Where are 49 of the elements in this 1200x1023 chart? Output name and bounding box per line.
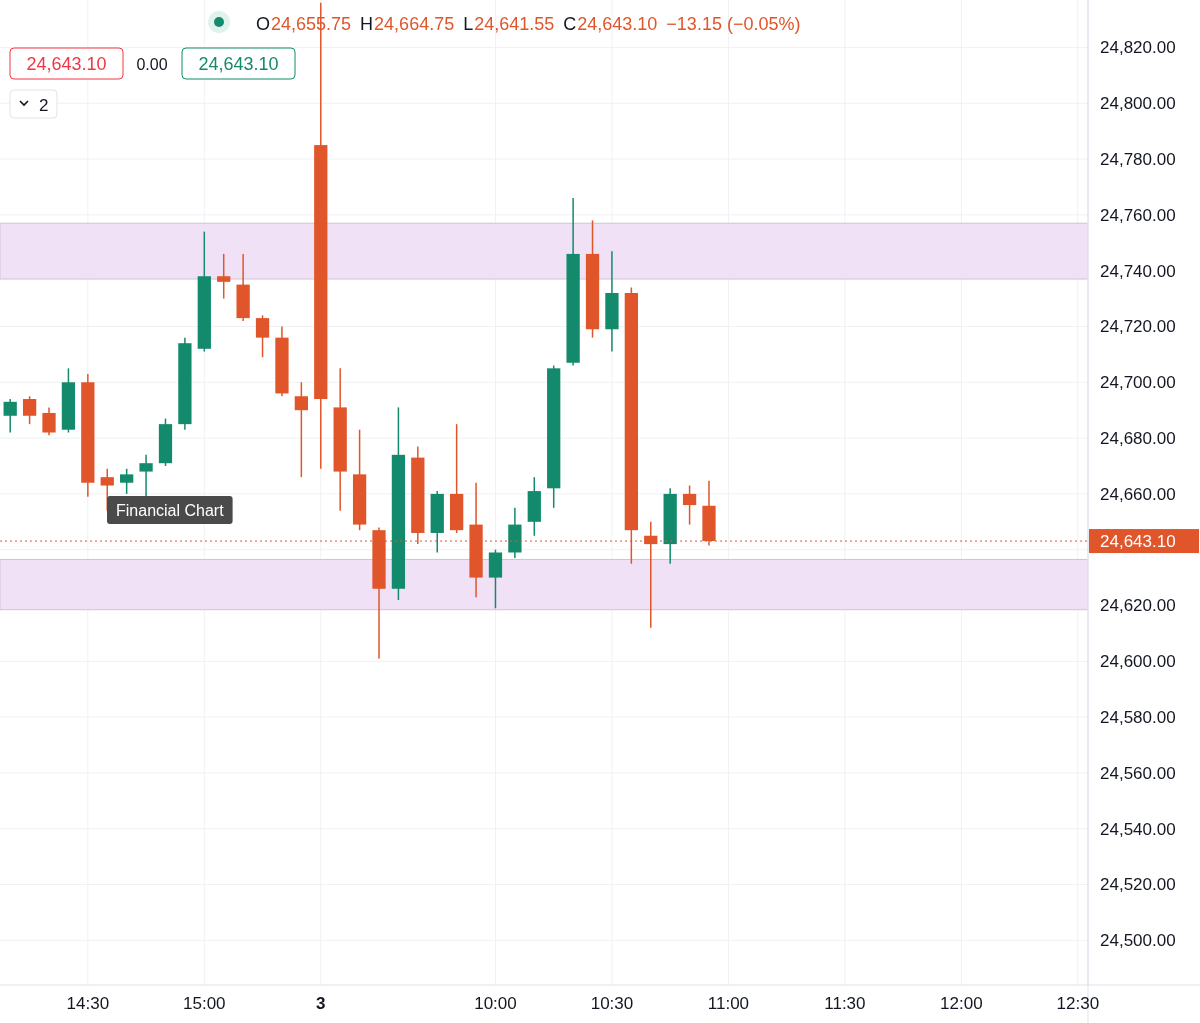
- y-tick-label: 24,700.00: [1100, 373, 1176, 393]
- y-tick-label: 24,540.00: [1100, 819, 1176, 839]
- annotation: 24,664.75: [374, 14, 455, 34]
- ref-line-label: 24,643.10: [1100, 532, 1176, 552]
- candlestick: [42, 406, 56, 437]
- y-tick-label: 24,520.00: [1100, 875, 1176, 895]
- x-tick-label: 14:30: [66, 994, 110, 1014]
- y-tick-label: 24,680.00: [1100, 429, 1176, 449]
- x-tick-label: 11:30: [824, 994, 866, 1014]
- annotation: 24,643.10: [26, 54, 107, 74]
- x-tick-label: 11:00: [707, 994, 750, 1014]
- y-tick-label: 24,560.00: [1100, 763, 1176, 783]
- annotation: −13.15 (−0.05%): [666, 14, 801, 34]
- x-tick-label: 10:30: [590, 994, 634, 1014]
- y-tick-label: 24,720.00: [1100, 317, 1176, 337]
- annotation: 0.00: [136, 56, 168, 73]
- x-tick-label: 12:00: [940, 994, 983, 1014]
- candlestick: [120, 468, 134, 495]
- annotation: 24,641.55: [474, 14, 555, 34]
- candlestick: [100, 468, 114, 512]
- annotation: Financial Chart: [116, 502, 225, 519]
- candlestick: [294, 381, 308, 478]
- y-tick-label: 24,740.00: [1100, 261, 1176, 281]
- y-tick-label: 24,600.00: [1100, 652, 1176, 672]
- annotation: O: [256, 14, 271, 34]
- annotation: H: [360, 14, 374, 34]
- annotation: 24,643.10: [198, 54, 279, 74]
- y-tick-label: 24,500.00: [1100, 931, 1176, 951]
- candlestick: [682, 484, 697, 526]
- x-tick-label: 10:00: [474, 994, 517, 1014]
- y-tick-label: 24,820.00: [1100, 38, 1176, 58]
- x-tick-label: 12:30: [1056, 994, 1100, 1014]
- annotation: C: [563, 14, 577, 34]
- annotation: L: [463, 14, 474, 34]
- candlestick: [22, 395, 37, 425]
- y-tick-label: 24,760.00: [1100, 205, 1176, 225]
- candlestick: [217, 253, 231, 300]
- y-tick-label: 24,620.00: [1100, 596, 1176, 616]
- x-tick-label: 15:00: [183, 994, 226, 1014]
- candlestick: [3, 398, 17, 434]
- annotation: 24,643.10: [577, 14, 658, 34]
- y-tick-label: 24,780.00: [1100, 149, 1176, 169]
- candlestick: [255, 314, 270, 358]
- y-tick-label: 24,580.00: [1100, 708, 1176, 728]
- annotation: 2: [39, 96, 49, 115]
- y-tick-label: 24,660.00: [1100, 484, 1176, 504]
- candlestick: [139, 454, 153, 498]
- x-tick-label: 3: [316, 994, 326, 1014]
- y-tick-label: 24,800.00: [1100, 94, 1176, 114]
